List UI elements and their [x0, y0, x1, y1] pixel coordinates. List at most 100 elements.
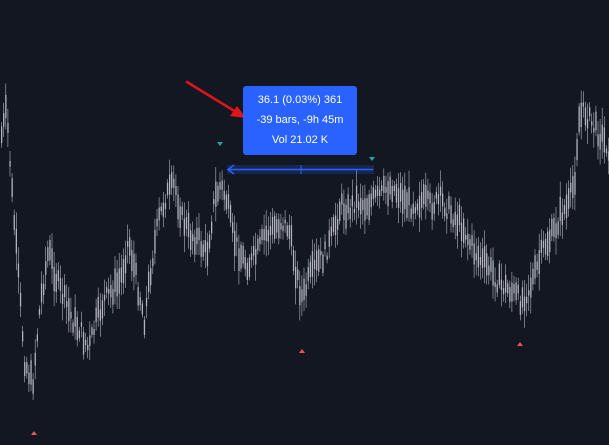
candle-body	[318, 249, 320, 272]
candle-body	[437, 194, 440, 205]
candle-body	[553, 217, 555, 237]
candle-body	[116, 272, 118, 297]
candle-body	[460, 222, 463, 241]
candle-body	[135, 262, 137, 275]
candle-body	[232, 222, 234, 233]
candle-body	[72, 322, 74, 333]
candle-body	[221, 180, 223, 190]
candle-body	[59, 278, 62, 291]
candle-body	[175, 186, 177, 196]
candle-body	[582, 102, 584, 107]
candle-body	[227, 194, 230, 209]
candle-body	[526, 296, 528, 304]
candle-body	[343, 203, 345, 221]
candle-body	[248, 257, 251, 278]
candle-body	[257, 238, 259, 251]
candle-body	[400, 183, 402, 202]
candle-body	[395, 184, 398, 203]
candle-body	[339, 201, 341, 222]
candle-body	[484, 246, 486, 268]
candle-body	[507, 283, 509, 294]
candle-body	[274, 215, 276, 239]
candle-body	[208, 234, 211, 249]
candle-body	[196, 227, 198, 245]
candle-body	[150, 268, 152, 286]
candle-body	[61, 294, 64, 304]
candle-body	[253, 245, 255, 256]
candle-body	[19, 293, 22, 307]
candle-body	[473, 243, 475, 265]
candle-body	[586, 119, 589, 129]
candle-body	[145, 298, 148, 307]
candle-body	[496, 284, 498, 293]
candle-body	[9, 160, 11, 167]
candle-body	[521, 287, 524, 308]
candle-body	[234, 230, 236, 256]
candle-body	[389, 176, 391, 195]
candle-body	[148, 271, 150, 292]
candle-body	[169, 174, 171, 195]
candle-body	[423, 184, 425, 205]
candle-body	[139, 297, 141, 306]
candle-body	[265, 225, 267, 241]
candle-body	[112, 289, 114, 305]
candle-body	[91, 327, 93, 335]
candle-body	[229, 205, 232, 223]
candle-body	[334, 215, 337, 236]
candle-body	[597, 134, 599, 147]
candle-body	[164, 202, 167, 210]
candle-body	[345, 204, 347, 229]
candle-body	[555, 223, 557, 239]
candle-body	[127, 241, 129, 247]
candle-body	[450, 205, 452, 224]
candle-body	[534, 255, 536, 279]
candle-body	[133, 253, 135, 278]
candle-body	[372, 187, 374, 200]
candle-body	[156, 218, 158, 227]
candle-body	[364, 198, 366, 221]
candle-body	[68, 298, 70, 322]
candle-body	[280, 223, 282, 230]
candle-body	[7, 122, 9, 134]
candle-body	[269, 225, 272, 236]
candle-body	[337, 218, 339, 230]
candle-body	[236, 237, 238, 242]
candle-body	[204, 239, 206, 253]
candle-body	[36, 334, 38, 342]
candle-body	[160, 206, 162, 212]
candle-body	[292, 249, 295, 271]
candle-body	[353, 208, 356, 213]
candle-body	[282, 225, 284, 232]
candle-body	[463, 218, 465, 243]
candle-body	[173, 178, 175, 188]
candle-body	[500, 279, 503, 291]
candle-body	[475, 253, 477, 261]
candle-body	[95, 307, 97, 323]
candle-body	[477, 245, 479, 268]
candle-body	[549, 229, 551, 253]
candle-body	[591, 121, 593, 126]
candle-body	[404, 185, 406, 209]
candle-body	[297, 269, 299, 281]
candle-body	[547, 231, 549, 257]
candle-body	[198, 227, 200, 241]
candle-body	[488, 265, 490, 276]
candle-body	[595, 111, 597, 131]
candle-body	[85, 339, 87, 345]
candle-body	[13, 215, 15, 230]
candle-body	[406, 192, 408, 218]
candle-body	[70, 311, 72, 319]
candle-body	[479, 256, 482, 265]
candle-body	[376, 185, 379, 196]
candle-body	[97, 296, 99, 318]
candle-body	[341, 193, 343, 205]
candle-body	[120, 267, 122, 283]
candle-body	[22, 331, 24, 342]
candle-body	[57, 270, 59, 282]
candle-body	[30, 360, 32, 385]
candle-body	[192, 234, 194, 242]
candle-body	[129, 237, 131, 256]
candle-body	[509, 286, 511, 302]
